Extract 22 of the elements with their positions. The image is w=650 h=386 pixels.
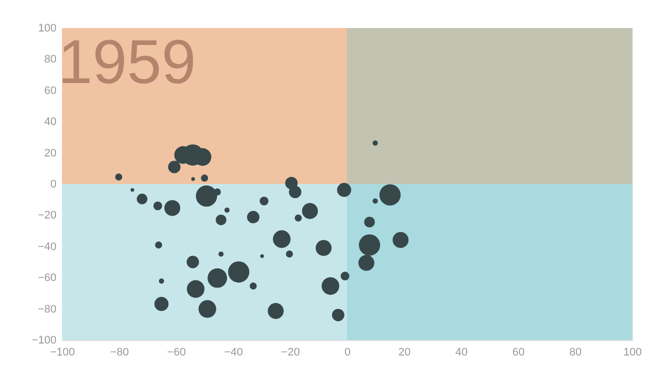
y-tick-label: −40 [38, 240, 56, 253]
x-tick-label: 40 [455, 346, 468, 358]
y-tick-label: 20 [44, 147, 56, 160]
y-tick-label: −60 [38, 272, 56, 284]
x-tick-label: 80 [569, 346, 582, 358]
y-tick-label: 0 [50, 178, 56, 190]
x-tick-label: 60 [512, 346, 525, 358]
x-tick-label: 20 [398, 346, 411, 358]
annotation: 1959 [58, 28, 196, 97]
y-tick-label: −100 [32, 334, 56, 346]
y-tick-label: −80 [38, 303, 56, 316]
y-tick-label: 60 [44, 84, 56, 97]
x-tick-label: −80 [110, 346, 129, 358]
x-tick-label: 100 [623, 346, 642, 358]
y-tick-label: 100 [38, 22, 56, 34]
x-tick-label: −60 [167, 346, 186, 358]
x-tick-label: −20 [281, 346, 300, 358]
x-tick-label: 0 [344, 346, 351, 358]
x-tick-label: −40 [224, 346, 243, 358]
y-tick-label: 80 [44, 54, 56, 66]
y-tick-label: 40 [44, 116, 56, 128]
y-tick-label: −20 [38, 210, 56, 222]
